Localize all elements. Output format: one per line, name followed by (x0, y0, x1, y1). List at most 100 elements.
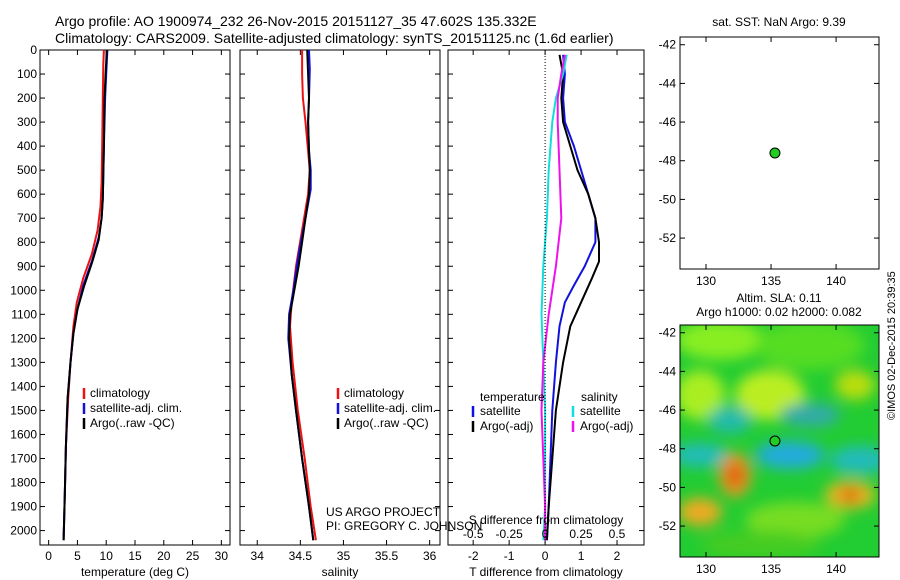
y-tick-label: 1100 (11, 307, 37, 321)
profile-panel-3-frame (447, 49, 645, 546)
map-y-tick-label: -48 (659, 154, 677, 168)
map-x-tick-label: 130 (696, 274, 716, 288)
x2-axis-label: S difference from climatology (469, 513, 624, 527)
x-tick-label: 2 (614, 549, 621, 563)
legend-title: salinity (581, 390, 618, 404)
x-tick-label: 0 (45, 549, 52, 563)
legend-label: satellite-adj. clim. (90, 401, 182, 415)
series-line-argo-raw-qc- (62, 50, 108, 541)
map-x-tick-label: 140 (826, 562, 846, 576)
argo-location-marker (769, 147, 781, 159)
map-y-tick-label: -52 (659, 231, 677, 245)
map-y-tick-label: -50 (659, 480, 677, 494)
map-panel-2-frame (679, 324, 880, 558)
x-tick-label: -2 (468, 549, 479, 563)
argo-location-marker (769, 435, 781, 447)
map-y-tick-label: -42 (659, 326, 677, 340)
map-y-tick-label: -46 (659, 115, 677, 129)
map-y-tick-label: -50 (659, 192, 677, 206)
y-tick-label: 1700 (10, 451, 37, 465)
x-tick-label: 34 (251, 549, 265, 563)
x-tick-label: 1 (578, 549, 585, 563)
profile-panel-2-frame (239, 49, 441, 546)
map-y-tick-label: -44 (659, 76, 677, 90)
sla-heatmap (680, 325, 879, 557)
series-line-satellite-adj-clim- (287, 50, 315, 541)
x-tick-label: 36 (423, 549, 437, 563)
x-tick-label: 25 (186, 549, 200, 563)
map-x-tick-label: 140 (826, 274, 846, 288)
series-group-panel-1 (62, 50, 109, 541)
map-y-tick-label: -48 (659, 442, 677, 456)
x-tick-label: 30 (215, 549, 229, 563)
project-pi-label: PI: GREGORY C. JOHNSON (326, 519, 482, 533)
legend-label: satellite (580, 404, 621, 418)
x-tick-label: 10 (100, 549, 114, 563)
x-tick-label: 35.5 (375, 549, 399, 563)
y-tick-label: 100 (17, 67, 37, 81)
map-1-title: sat. SST: NaN Argo: 9.39 (712, 15, 846, 29)
x-tick-label: 5 (74, 549, 81, 563)
x-tick-label: 20 (157, 549, 171, 563)
profile-panel-1-frame (39, 49, 231, 546)
map-2-subtitle: Argo h1000: 0.02 h2000: 0.082 (696, 305, 862, 319)
legend-label: Argo(..raw -QC) (344, 416, 429, 430)
project-label: US ARGO PROJECT (326, 505, 441, 519)
series-line-argo-raw-qc- (288, 50, 315, 541)
x-tick-label: 34.5 (289, 549, 313, 563)
y-tick-label: 900 (17, 259, 37, 273)
map-2-title: Altim. SLA: 0.11 (736, 291, 821, 305)
map-y-tick-label: -42 (659, 38, 677, 52)
series-line-climatology (62, 50, 105, 541)
series-line-satellite (545, 54, 597, 541)
legend-label: Argo(..raw -QC) (90, 416, 175, 430)
x-tick-label: 35 (337, 549, 351, 563)
series-group-panel-3 (540, 54, 600, 541)
x2-tick-label: -0.5 (463, 527, 484, 541)
x-axis-label: temperature (deg C) (81, 565, 189, 579)
y-tick-label: 1500 (10, 403, 37, 417)
y-tick-label: 0 (30, 43, 37, 57)
x-axis-label: salinity (322, 565, 359, 579)
legend-label: climatology (344, 386, 404, 400)
y-tick-label: 600 (17, 187, 37, 201)
series-group-panel-2 (287, 50, 317, 541)
map-y-tick-label: -52 (659, 519, 677, 533)
series-line-satellite-adj-clim- (62, 50, 109, 541)
legend-label: satellite (480, 404, 521, 418)
legend-label: climatology (90, 386, 150, 400)
legend-label: Argo(-adj) (480, 419, 533, 433)
legend-label: Argo(-adj) (580, 419, 633, 433)
x2-tick-label: 0 (542, 527, 549, 541)
map-x-tick-label: 135 (761, 562, 781, 576)
series-line-argo-adj- (540, 54, 566, 541)
y-tick-label: 500 (17, 163, 37, 177)
y-tick-label: 2000 (10, 524, 37, 538)
y-tick-label: 800 (17, 235, 37, 249)
y-tick-label: 300 (17, 115, 37, 129)
map-y-tick-label: -44 (659, 364, 677, 378)
y-tick-label: 1200 (10, 331, 37, 345)
map-x-tick-label: 135 (761, 274, 781, 288)
x-tick-label: -1 (504, 549, 515, 563)
x-tick-label: 15 (128, 549, 142, 563)
y-tick-label: 1600 (10, 427, 37, 441)
x2-tick-label: 0.5 (609, 527, 626, 541)
legend-title: temperature (480, 390, 545, 404)
map-y-tick-label: -46 (659, 403, 677, 417)
x2-tick-label: 0.25 (569, 527, 593, 541)
map-x-tick-label: 130 (696, 562, 716, 576)
y-tick-label: 700 (17, 211, 37, 225)
legend-label: satellite-adj. clim. (344, 401, 436, 415)
y-tick-label: 1000 (10, 283, 37, 297)
header-line-1: Argo profile: AO 1900974_232 26-Nov-2015… (55, 13, 537, 29)
x-axis-label: T difference from climatology (469, 565, 623, 579)
y-tick-label: 400 (17, 139, 37, 153)
y-tick-label: 1300 (10, 355, 37, 369)
imos-credit: ©IMOS 02-Dec-2015 20:39:35 (886, 271, 898, 420)
y-tick-label: 1900 (10, 500, 37, 514)
y-tick-label: 1800 (10, 476, 37, 490)
header-line-2: Climatology: CARS2009. Satellite-adjuste… (55, 30, 614, 46)
map-panel-1-frame (679, 36, 880, 270)
